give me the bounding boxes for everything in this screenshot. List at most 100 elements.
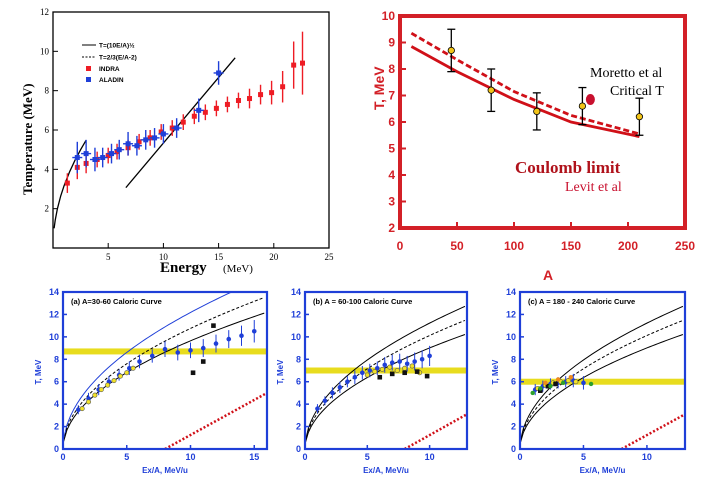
- x-tick-label: 5: [106, 252, 111, 262]
- blue-point: [322, 398, 328, 404]
- x-tick-label: 0: [397, 239, 404, 253]
- indra-point: [191, 113, 197, 119]
- critical-frame: [398, 14, 687, 230]
- blue-point: [76, 407, 81, 413]
- panel-ylabel: T, MeV: [491, 359, 500, 385]
- indra-point: [202, 109, 208, 115]
- blue-point: [427, 353, 432, 359]
- blue-point: [188, 348, 193, 353]
- yellow-point: [124, 370, 130, 376]
- legend-label-aladin: ALADIN: [99, 77, 124, 84]
- red-dotted-line: [164, 391, 267, 449]
- y-tick-label: 6: [511, 377, 516, 387]
- caloric-curve-chart: 5 10 15 20 25 2 4 6 8 10 12 T=(10E/A)½ T=2/3(E/A-2…: [20, 7, 334, 276]
- y-tick-label: 5: [388, 142, 395, 156]
- green-point: [538, 386, 543, 391]
- blue-point: [345, 379, 350, 385]
- x-tick-label: 50: [450, 239, 464, 253]
- yellow-point: [364, 372, 370, 378]
- annotation-levit: Levit et al: [565, 180, 622, 195]
- aladin-point: [92, 157, 98, 162]
- y-tick-label: 2: [45, 204, 50, 214]
- black-point: [200, 359, 206, 364]
- yellow-point: [130, 365, 136, 371]
- aladin-point: [174, 125, 180, 131]
- y-tick-label: 8: [388, 62, 395, 76]
- y-tick-label: 14: [291, 287, 301, 297]
- yellow-point: [394, 367, 400, 373]
- aladin-point: [134, 143, 140, 149]
- y-tick-label: 8: [511, 354, 516, 364]
- annotation-coulomb-limit: Coulomb limit: [515, 158, 621, 177]
- indra-point: [235, 98, 241, 103]
- panel-frame: [518, 290, 687, 451]
- orange-point: [555, 377, 561, 382]
- y-tick-label: 4: [45, 164, 50, 174]
- panel-ylabel: T, MeV: [276, 359, 285, 385]
- orange-point: [568, 375, 573, 380]
- y-tick-label: 0: [54, 444, 59, 454]
- aladin-point: [100, 155, 106, 161]
- x-tick-label: 5: [365, 452, 370, 462]
- yellow-point: [379, 366, 385, 372]
- critical-t-point: [533, 107, 541, 116]
- y-tick-label: 6: [45, 125, 50, 135]
- x-tick-label: 10: [159, 252, 169, 262]
- caloric-xlabel-main: Energy: [160, 260, 207, 276]
- x-tick-label: 5: [124, 452, 129, 462]
- x-tick-label: 150: [561, 239, 581, 253]
- dashed-model-curve: [410, 32, 640, 136]
- y-tick-label: 0: [511, 444, 516, 454]
- x-tick-label: 15: [214, 252, 224, 262]
- blue-point: [213, 341, 219, 346]
- y-tick-label: 2: [54, 422, 59, 432]
- indra-point: [291, 62, 297, 68]
- panel-title: (a) A=30-60 Caloric Curve: [71, 297, 162, 306]
- solid-model-curve: [410, 45, 640, 138]
- red-dotted-line: [404, 413, 467, 449]
- indra-point: [258, 92, 264, 98]
- y-tick-label: 4: [296, 399, 301, 409]
- model-curve-lower: [305, 334, 466, 442]
- model-curve-dashed: [305, 319, 466, 442]
- blue-point: [337, 385, 343, 390]
- x-tick-label: 100: [504, 239, 524, 253]
- panel-xlabel: Ex/A, MeV/u: [363, 466, 409, 475]
- y-tick-label: 8: [54, 354, 59, 364]
- y-tick-label: 2: [296, 422, 301, 432]
- critical-t-point: [447, 46, 455, 55]
- y-tick-label: 6: [54, 377, 59, 387]
- aladin-point: [116, 147, 122, 153]
- indra-point: [213, 105, 219, 111]
- caloric-xlabel-unit: (MeV): [223, 263, 253, 275]
- caloric-ylabel: Temperature (MeV): [20, 83, 35, 195]
- y-tick-label: 12: [291, 309, 301, 319]
- aladin-point: [160, 131, 166, 137]
- yellow-point: [573, 379, 579, 385]
- legend-marker-indra: [86, 66, 91, 71]
- yellow-point: [387, 364, 393, 370]
- y-tick-label: 2: [388, 221, 395, 235]
- y-tick-label: 7: [388, 89, 395, 103]
- y-tick-label: 12: [49, 309, 59, 319]
- y-tick-label: 0: [296, 444, 301, 454]
- blue-point: [382, 362, 388, 368]
- blue-point: [200, 345, 206, 351]
- blue-point: [239, 333, 244, 339]
- limiting-temperature-band: [305, 367, 467, 374]
- plot-area: [305, 305, 467, 449]
- black-point: [190, 370, 196, 376]
- black-point: [538, 388, 543, 393]
- legend-label-dashed: T=2/3(E/A-2): [99, 55, 137, 62]
- yellow-point: [98, 387, 104, 393]
- black-point: [545, 383, 551, 389]
- model-curve: [53, 139, 87, 229]
- yellow-point: [565, 378, 571, 384]
- x-tick-label: 0: [517, 452, 522, 462]
- indra-point: [247, 96, 253, 102]
- limiting-temperature-band: [520, 378, 685, 385]
- green-point: [560, 380, 566, 386]
- caloric-frame: [52, 11, 330, 249]
- y-tick-label: 4: [54, 399, 59, 409]
